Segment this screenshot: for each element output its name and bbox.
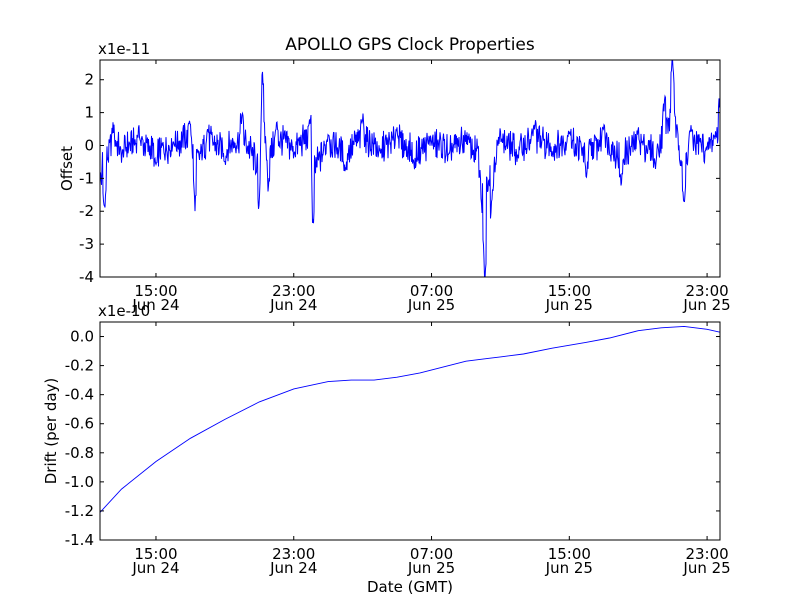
drift-ylabel: Drift (per day) — [42, 378, 60, 485]
drift-xtick-date-label: Jun 25 — [407, 559, 455, 577]
drift-panel: -1.4-1.2-1.0-0.8-0.6-0.4-0.20.015:00Jun … — [42, 302, 731, 596]
offset-xtick-time-label: 23:00 — [685, 282, 728, 300]
drift-xlabel: Date (GMT) — [367, 578, 453, 596]
drift-ytick-label: -0.2 — [65, 357, 94, 375]
drift-xtick-time-label: 07:00 — [410, 545, 453, 563]
drift-ytick-label: -1.2 — [65, 502, 94, 520]
offset-xtick-time-label: 15:00 — [134, 282, 177, 300]
drift-ytick-label: -0.4 — [65, 386, 94, 404]
offset-axes-frame — [99, 59, 721, 278]
drift-xtick-time-label: 15:00 — [134, 545, 177, 563]
offset-ytick-label: -3 — [79, 235, 94, 253]
drift-ytick-label: -1.0 — [65, 473, 94, 491]
offset-ytick-label: -4 — [79, 268, 94, 286]
offset-series-line — [100, 60, 720, 277]
drift-ytick-label: -0.8 — [65, 444, 94, 462]
offset-ytick-label: -1 — [79, 169, 94, 187]
drift-ytick-label: -0.6 — [65, 415, 94, 433]
offset-multiplier-label: x1e-11 — [98, 40, 150, 58]
offset-ytick-label: 2 — [84, 71, 94, 89]
offset-xtick-date-label: Jun 24 — [131, 296, 179, 314]
drift-series-line — [100, 325, 720, 513]
drift-multiplier-label: x1e-10 — [98, 302, 150, 320]
drift-ytick-label: 0.0 — [70, 328, 94, 346]
drift-xtick-time-label: 15:00 — [548, 545, 591, 563]
drift-xtick-date-label: Jun 24 — [269, 559, 317, 577]
drift-xtick-time-label: 23:00 — [685, 545, 728, 563]
drift-axes-frame — [99, 321, 721, 541]
figure-title: APOLLO GPS Clock Properties — [285, 35, 535, 55]
drift-ytick-label: -1.4 — [65, 531, 94, 549]
offset-ytick-label: -2 — [79, 202, 94, 220]
drift-xtick-date-label: Jun 25 — [545, 559, 593, 577]
drift-xtick-date-label: Jun 25 — [682, 559, 730, 577]
drift-xtick-time-label: 23:00 — [272, 545, 315, 563]
offset-xtick-date-label: Jun 25 — [407, 296, 455, 314]
offset-ytick-label: 0 — [84, 136, 94, 154]
offset-xtick-time-label: 15:00 — [548, 282, 591, 300]
offset-xtick-date-label: Jun 25 — [682, 296, 730, 314]
offset-xtick-time-label: 23:00 — [272, 282, 315, 300]
drift-xtick-date-label: Jun 24 — [131, 559, 179, 577]
offset-ylabel: Offset — [58, 146, 76, 191]
offset-xtick-date-label: Jun 24 — [269, 296, 317, 314]
offset-xtick-date-label: Jun 25 — [545, 296, 593, 314]
offset-xtick-time-label: 07:00 — [410, 282, 453, 300]
offset-ytick-label: 1 — [84, 104, 94, 122]
